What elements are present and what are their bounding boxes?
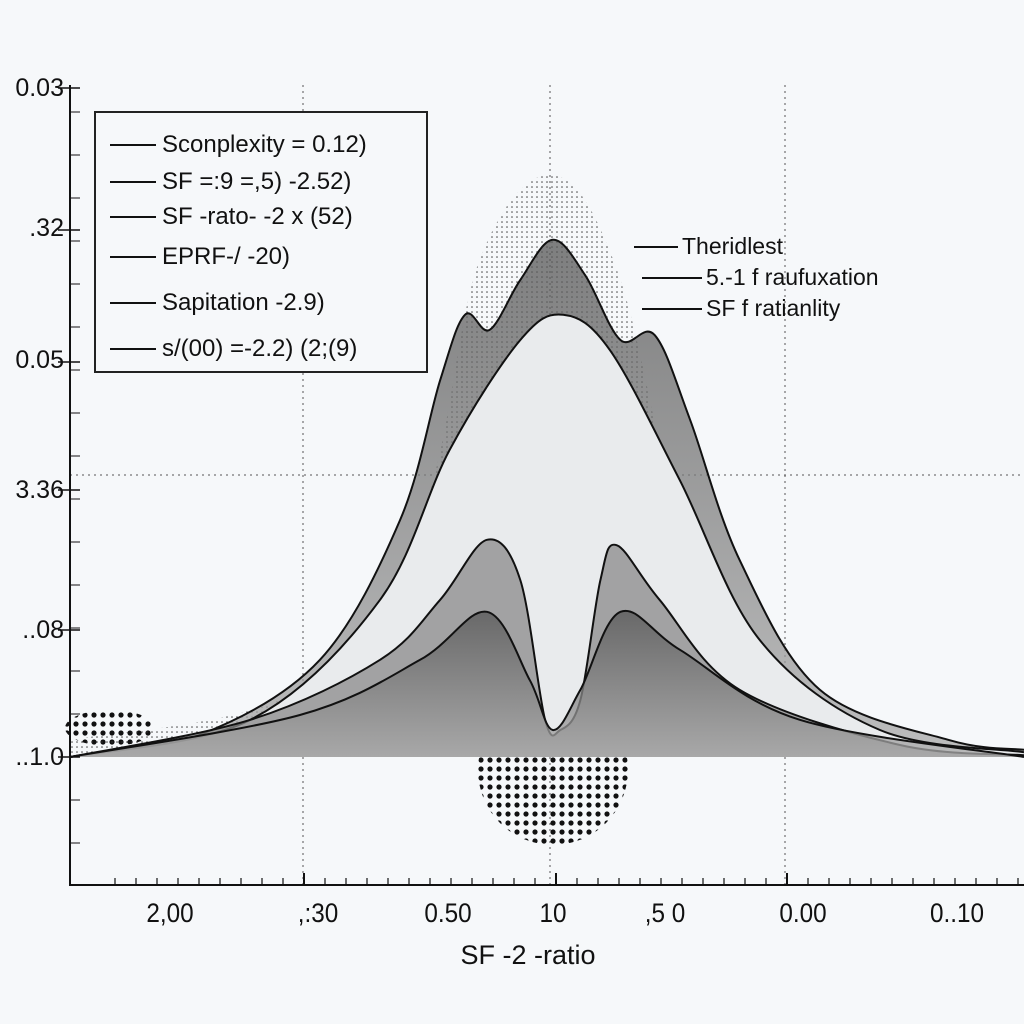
legend-swatch bbox=[110, 302, 156, 304]
series-area-double-hump bbox=[70, 539, 1024, 757]
series-line-outer-band bbox=[69, 238, 1024, 758]
x-tick-label: 0..10 bbox=[929, 898, 985, 928]
legend-label: s/(00) =-2.2) (2;(9) bbox=[162, 335, 358, 362]
legend-label: SF f ratianlity bbox=[706, 295, 841, 321]
x-axis-label: SF -2 -ratio bbox=[460, 940, 596, 970]
legend-label: EPRF-/ -20) bbox=[162, 243, 291, 270]
legend-swatch bbox=[110, 144, 156, 146]
legend-swatch bbox=[634, 245, 678, 248]
legend-swatch bbox=[110, 181, 156, 183]
y-tick-label: .32 bbox=[29, 214, 64, 242]
series-area-inner-peak bbox=[70, 314, 1024, 757]
series-line-lower-hump bbox=[69, 609, 1024, 758]
legend-swatch bbox=[642, 307, 702, 310]
legend-label: SF -rato- -2 x (52) bbox=[162, 203, 353, 230]
y-tick-label: 0.03 bbox=[15, 74, 64, 102]
legend-label: Theridlest bbox=[682, 233, 783, 259]
legend-label: Sconplexity = 0.12) bbox=[162, 131, 367, 158]
legend-entry: Sconplexity = 0.12) bbox=[110, 131, 367, 159]
legend-entry: Sapitation -2.9) bbox=[110, 289, 325, 317]
x-tick-label: 2,00 bbox=[146, 898, 194, 928]
axes bbox=[58, 85, 1024, 886]
legend-swatch bbox=[110, 256, 156, 258]
legend-swatch bbox=[110, 348, 156, 350]
y-tick-label: 3.36 bbox=[15, 476, 64, 504]
x-tick-label: 10 bbox=[539, 898, 567, 928]
y-tick-label: ..1.0 bbox=[15, 743, 64, 771]
x-tick-label: ,:30 bbox=[297, 898, 339, 928]
y-tick-label: 0.05 bbox=[15, 346, 64, 374]
x-tick-label: 0.50 bbox=[424, 898, 472, 928]
legend-entry: EPRF-/ -20) bbox=[110, 243, 290, 271]
legend-swatch bbox=[110, 216, 156, 218]
legend-swatch bbox=[642, 276, 702, 279]
x-tick-label: ,5 0 bbox=[644, 898, 686, 928]
series-area-lower-hump bbox=[70, 610, 1024, 757]
series-line-inner-peak bbox=[69, 313, 1024, 758]
legend-entry: Theridlest bbox=[634, 233, 783, 260]
legend-label: Sapitation -2.9) bbox=[162, 289, 325, 316]
legend-label: SF =:9 =,5) -2.52) bbox=[162, 168, 352, 195]
y-tick-label: ..08 bbox=[22, 616, 64, 644]
legend: Sconplexity = 0.12) SF =:9 =,5) -2.52) S… bbox=[94, 111, 428, 373]
legend-entry: SF =:9 =,5) -2.52) bbox=[110, 168, 351, 196]
legend-entry: 5.-1 f raufuxation bbox=[642, 264, 879, 291]
legend-entry: SF f ratianlity bbox=[642, 295, 840, 322]
legend-entry: SF -rato- -2 x (52) bbox=[110, 203, 353, 231]
legend-entry: s/(00) =-2.2) (2;(9) bbox=[110, 335, 357, 363]
x-tick-label: 0.00 bbox=[779, 898, 827, 928]
legend-label: 5.-1 f raufuxation bbox=[706, 264, 879, 290]
